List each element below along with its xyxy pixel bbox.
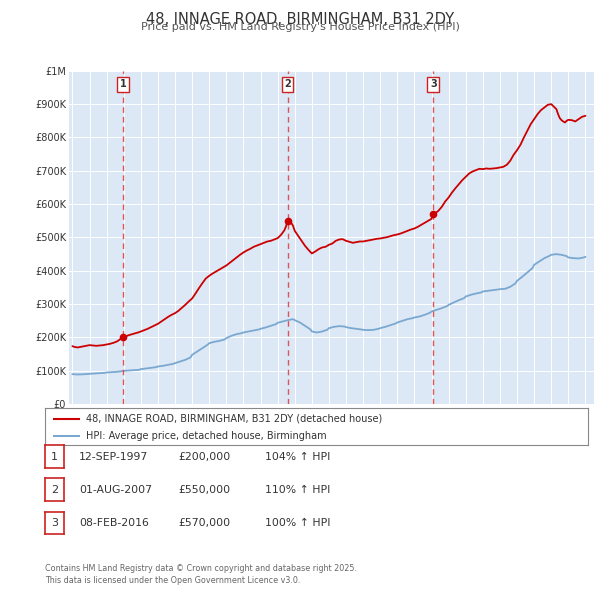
HPI: Average price, detached house, Birmingham: (2e+03, 8.9e+04): Average price, detached house, Birmingha… bbox=[74, 371, 81, 378]
Text: 3: 3 bbox=[430, 79, 437, 89]
48, INNAGE ROAD, BIRMINGHAM, B31 2DY (detached house) bbox=[74, 344, 81, 351]
Text: HPI: Average price, detached house, Birmingham: HPI: Average price, detached house, Birm… bbox=[86, 431, 326, 441]
48, INNAGE ROAD, BIRMINGHAM, B31 2DY (detached house) bbox=[77, 343, 85, 350]
48, INNAGE ROAD, BIRMINGHAM, B31 2DY (detached house) bbox=[401, 228, 408, 235]
HPI: Average price, detached house, Birmingham: (2e+03, 9e+04): Average price, detached house, Birmingha… bbox=[69, 371, 76, 378]
Text: 1: 1 bbox=[119, 79, 126, 89]
Text: 48, INNAGE ROAD, BIRMINGHAM, B31 2DY: 48, INNAGE ROAD, BIRMINGHAM, B31 2DY bbox=[146, 12, 454, 27]
Text: 12-SEP-1997: 12-SEP-1997 bbox=[79, 452, 148, 461]
Text: 100% ↑ HPI: 100% ↑ HPI bbox=[265, 518, 331, 527]
HPI: Average price, detached house, Birmingham: (2.01e+03, 2.52e+05): Average price, detached house, Birmingha… bbox=[291, 317, 298, 324]
Line: 48, INNAGE ROAD, BIRMINGHAM, B31 2DY (detached house): 48, INNAGE ROAD, BIRMINGHAM, B31 2DY (de… bbox=[73, 104, 586, 348]
Text: 2: 2 bbox=[284, 79, 291, 89]
Text: 1: 1 bbox=[51, 452, 58, 461]
Text: 104% ↑ HPI: 104% ↑ HPI bbox=[265, 452, 331, 461]
Text: £200,000: £200,000 bbox=[178, 452, 230, 461]
HPI: Average price, detached house, Birmingham: (2.02e+03, 4.5e+05): Average price, detached house, Birmingha… bbox=[553, 251, 560, 258]
HPI: Average price, detached house, Birmingham: (2.02e+03, 4.42e+05): Average price, detached house, Birmingha… bbox=[582, 253, 589, 260]
Text: 01-AUG-2007: 01-AUG-2007 bbox=[79, 485, 152, 494]
HPI: Average price, detached house, Birmingham: (2.02e+03, 2.68e+05): Average price, detached house, Birmingha… bbox=[421, 312, 428, 319]
Line: HPI: Average price, detached house, Birmingham: HPI: Average price, detached house, Birm… bbox=[73, 254, 586, 375]
48, INNAGE ROAD, BIRMINGHAM, B31 2DY (detached house) bbox=[69, 343, 76, 350]
HPI: Average price, detached house, Birmingham: (2.01e+03, 2.45e+05): Average price, detached house, Birmingha… bbox=[394, 319, 401, 326]
Text: £550,000: £550,000 bbox=[178, 485, 230, 494]
48, INNAGE ROAD, BIRMINGHAM, B31 2DY (detached house) bbox=[418, 221, 425, 228]
Text: Contains HM Land Registry data © Crown copyright and database right 2025.
This d: Contains HM Land Registry data © Crown c… bbox=[45, 565, 357, 585]
Text: 2: 2 bbox=[51, 485, 58, 494]
Text: 08-FEB-2016: 08-FEB-2016 bbox=[79, 518, 149, 527]
Text: 110% ↑ HPI: 110% ↑ HPI bbox=[265, 485, 331, 494]
48, INNAGE ROAD, BIRMINGHAM, B31 2DY (detached house) bbox=[548, 101, 555, 108]
HPI: Average price, detached house, Birmingham: (2.02e+03, 4.48e+05): Average price, detached house, Birmingha… bbox=[558, 251, 565, 258]
48, INNAGE ROAD, BIRMINGHAM, B31 2DY (detached house) bbox=[582, 112, 589, 119]
Text: 3: 3 bbox=[51, 518, 58, 527]
Text: Price paid vs. HM Land Registry's House Price Index (HPI): Price paid vs. HM Land Registry's House … bbox=[140, 22, 460, 32]
HPI: Average price, detached house, Birmingham: (2e+03, 1.01e+05): Average price, detached house, Birmingha… bbox=[125, 367, 133, 374]
48, INNAGE ROAD, BIRMINGHAM, B31 2DY (detached house) bbox=[578, 113, 586, 120]
Text: 48, INNAGE ROAD, BIRMINGHAM, B31 2DY (detached house): 48, INNAGE ROAD, BIRMINGHAM, B31 2DY (de… bbox=[86, 414, 382, 424]
HPI: Average price, detached house, Birmingham: (2e+03, 1.58e+05): Average price, detached house, Birmingha… bbox=[194, 348, 201, 355]
48, INNAGE ROAD, BIRMINGHAM, B31 2DY (detached house) bbox=[209, 270, 216, 277]
Text: £570,000: £570,000 bbox=[178, 518, 230, 527]
48, INNAGE ROAD, BIRMINGHAM, B31 2DY (detached house) bbox=[560, 118, 567, 125]
